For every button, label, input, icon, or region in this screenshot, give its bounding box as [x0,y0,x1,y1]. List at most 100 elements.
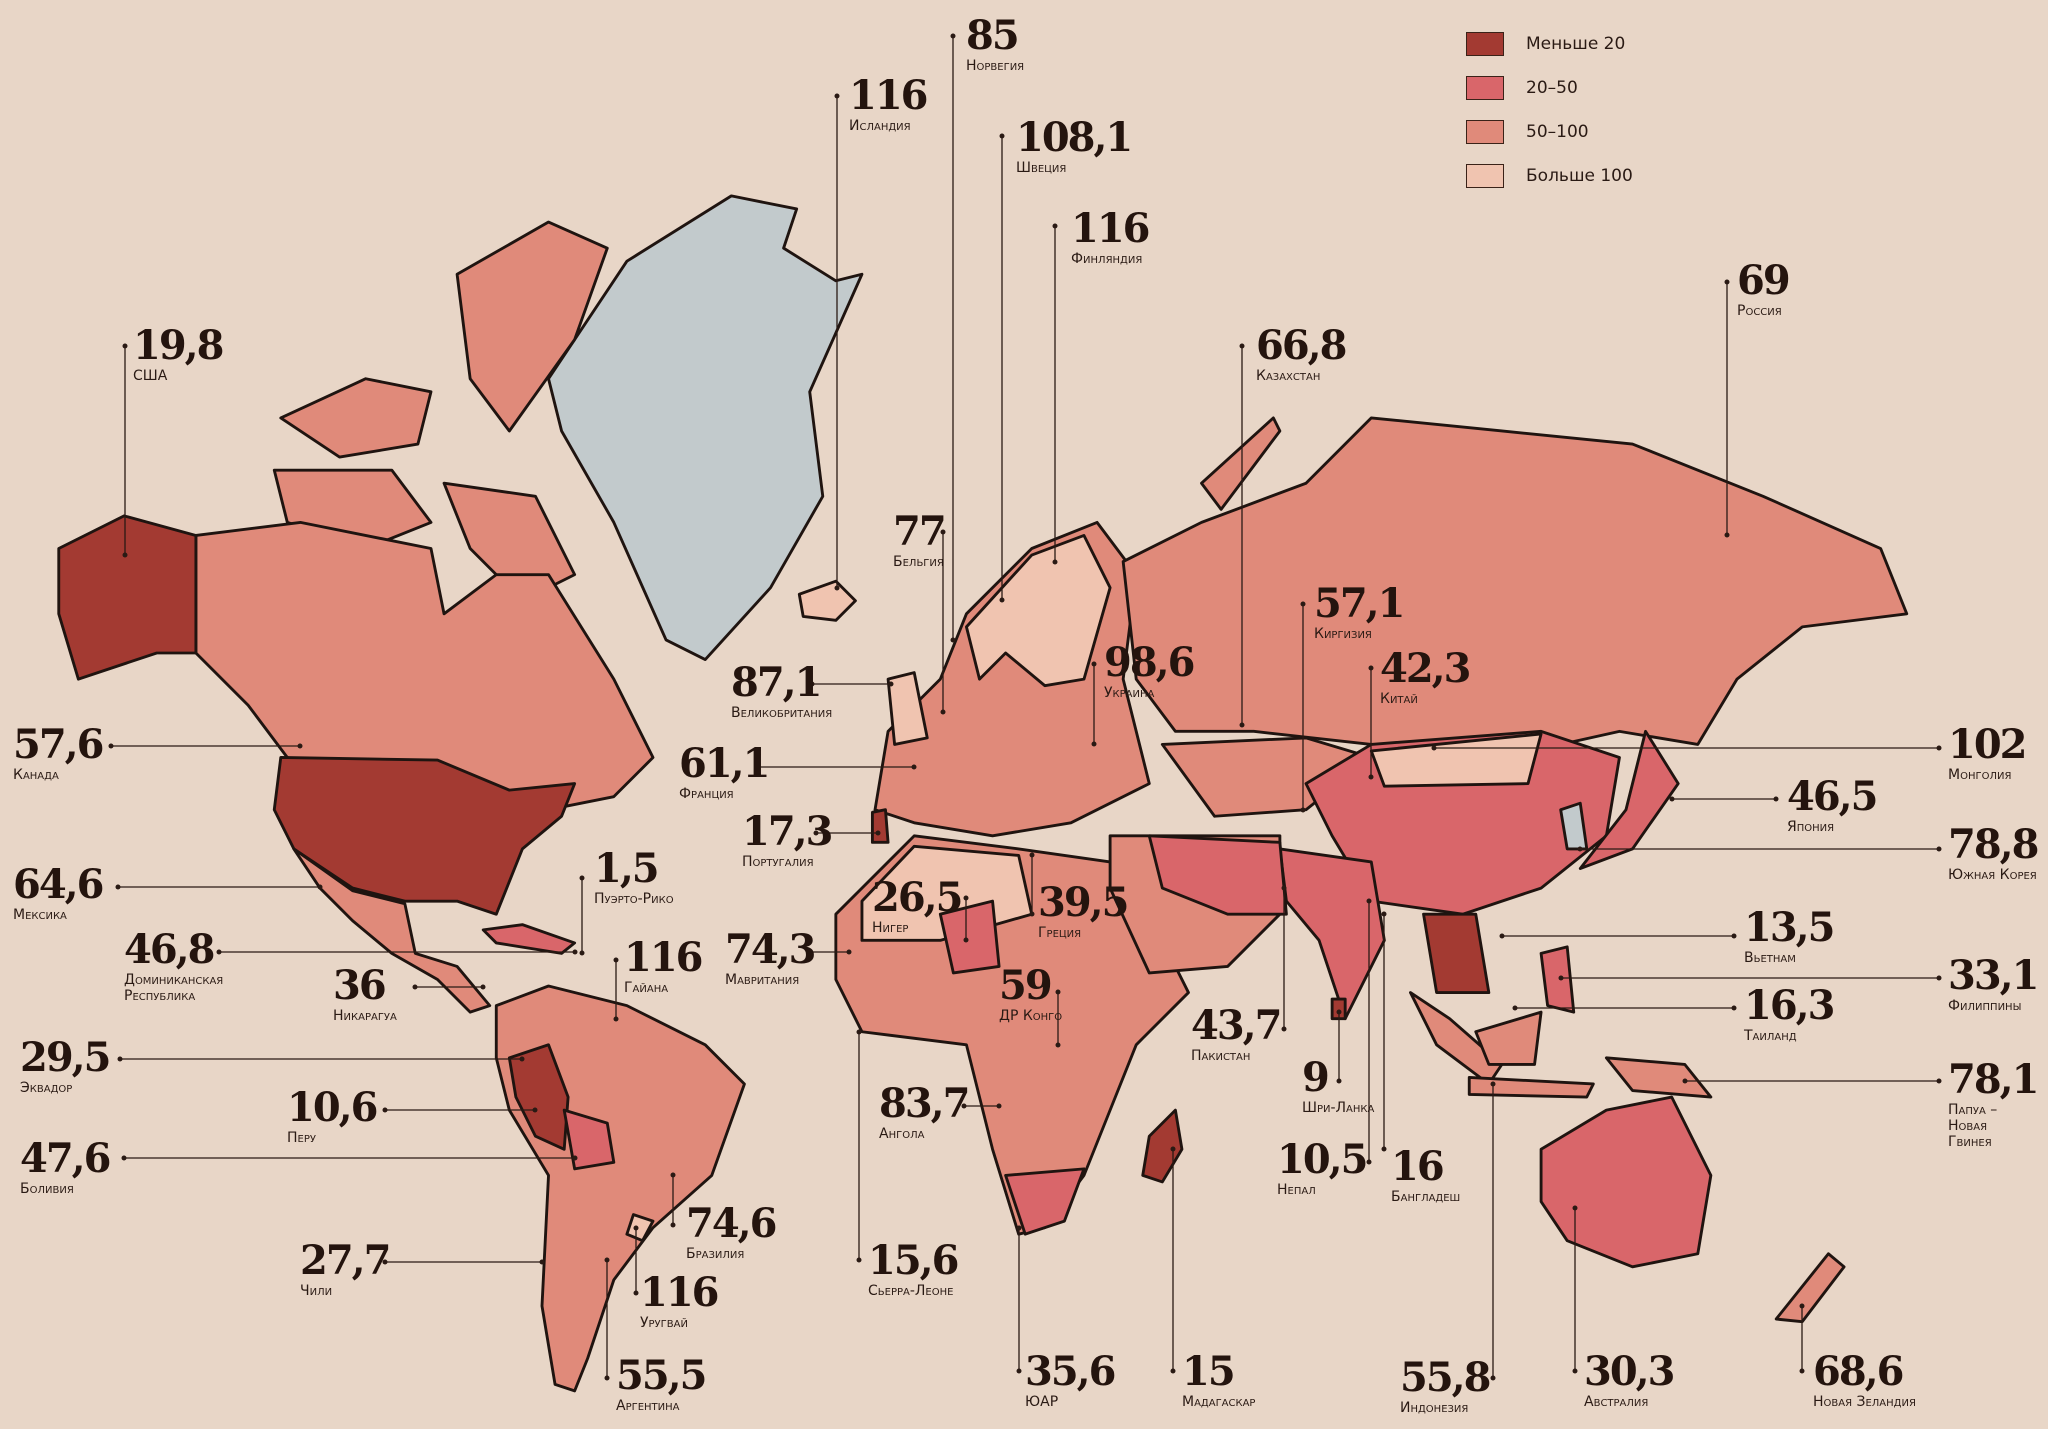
region-novaya-zemlya [1200,416,1282,511]
leader-dot [122,343,128,349]
leader-dot [999,597,1005,603]
country-label: 19,8 США [133,322,224,385]
region-scandinavia [965,534,1112,688]
country-name: Сьерра-Леоне [868,1283,954,1299]
leader-dot [670,1172,676,1178]
leader-dot [108,743,114,749]
leader-dot [1091,741,1097,747]
leader-dot [1239,722,1245,728]
region-indonesia [1467,1076,1595,1099]
leader-dot [1381,1146,1387,1152]
leader-dot [1170,1146,1176,1152]
leader-dot [1572,1205,1578,1211]
country-label: 36 Никарагуа [333,966,397,1025]
country-name: Южная Корея [1948,867,2037,883]
country-name: Никарагуа [333,1008,397,1024]
country-label: 16 Бангладеш [1391,1147,1460,1206]
leader-dot [480,984,486,990]
country-label: 16,3 Таиланд [1744,986,1835,1045]
country-name: Вьетнам [1744,950,1796,966]
leader-dot [121,1155,127,1161]
legend-swatch [1466,120,1504,144]
leader-dot [809,681,815,687]
leader-dot [1368,665,1374,671]
country-name: Киргизия [1314,626,1372,642]
leader-dot [1029,852,1035,858]
country-value: 66,8 [1256,322,1347,369]
leader-dot [1336,1078,1342,1084]
country-value: 74,6 [686,1200,777,1247]
country-value: 17,3 [742,808,833,855]
country-value: 26,5 [872,874,963,921]
leader-dot [1669,796,1675,802]
leader-dot [1281,885,1287,891]
legend-label: 50–100 [1526,122,1589,142]
country-name: Россия [1737,303,1782,319]
country-name: ЮАР [1025,1394,1059,1410]
country-label: 27,7 Чили [300,1241,391,1300]
country-value: 61,1 [679,740,770,787]
country-name: Мавритания [725,972,800,988]
leader-dot [1731,933,1737,939]
region-philippines [1539,945,1576,1014]
country-label: 108,1 Швеция [1016,114,1133,177]
region-uruguay [625,1213,655,1243]
leader-dot [1336,1009,1342,1015]
country-label: 78,1 Папуа – Новая Гвинея [1948,1060,2039,1151]
country-name: Боливия [20,1181,74,1197]
leader-dot [604,1257,610,1263]
country-label: 83,7 Ангола [879,1084,970,1143]
country-name: Бразилия [686,1246,745,1262]
country-value: 69 [1737,257,1791,304]
region-canada-islands [279,377,433,459]
legend-item: 20–50 [1466,66,1633,110]
country-name: Украина [1104,685,1155,701]
country-name: Индонезия [1400,1400,1469,1416]
country-label: 17,3 Португалия [742,808,833,871]
leader-dot [1731,1005,1737,1011]
region-peru [507,1043,570,1151]
region-madagascar [1141,1108,1184,1184]
country-value: 57,1 [1314,580,1405,627]
country-label: 69 Россия [1737,257,1791,320]
country-label: 10,6 Перу [287,1088,378,1147]
leader-dot [579,875,585,881]
country-name: Нигер [872,920,909,936]
leader-dot [1016,1225,1022,1231]
leader-dot [297,743,303,749]
country-label: 1,5 Пуэрто-Рико [594,849,674,908]
country-name: Бельгия [893,554,944,570]
country-value: 108,1 [1016,114,1133,161]
leader-dot [754,764,760,770]
country-label: 78,8 Южная Корея [1948,825,2039,884]
leader-dot [1366,898,1372,904]
leader-dot [633,1290,639,1296]
country-label: 10,5 Непал [1277,1140,1368,1199]
country-label: 66,8 Казахстан [1256,322,1347,385]
leader-dot [856,1029,862,1035]
leader-dot [1055,1042,1061,1048]
country-value: 19,8 [133,322,224,369]
country-name: Новая Зеландия [1813,1394,1916,1410]
legend-label: Больше 100 [1526,166,1633,186]
region-indonesia [1474,1010,1543,1066]
country-label: 15 Мадагаскар [1182,1352,1256,1411]
leader-dot [317,884,323,890]
country-name: Мадагаскар [1182,1394,1256,1410]
leader-dot [1558,975,1564,981]
country-label: 98,6 Украина [1104,643,1195,702]
country-name: Финляндия [1071,251,1143,267]
country-name: Швеция [1016,160,1067,176]
leader-dot [1499,933,1505,939]
country-name: Китай [1380,691,1418,707]
country-label: 85 Норвегия [966,16,1024,75]
country-value: 29,5 [20,1034,111,1081]
leader-dot [670,1222,676,1228]
country-label: 87,1 Великобритания [731,663,832,722]
country-label: 64,6 Мексика [13,865,104,924]
country-value: 55,5 [616,1352,707,1399]
region-png [1604,1056,1713,1099]
country-label: 57,1 Киргизия [1314,580,1405,643]
leader-dot [1577,846,1583,852]
